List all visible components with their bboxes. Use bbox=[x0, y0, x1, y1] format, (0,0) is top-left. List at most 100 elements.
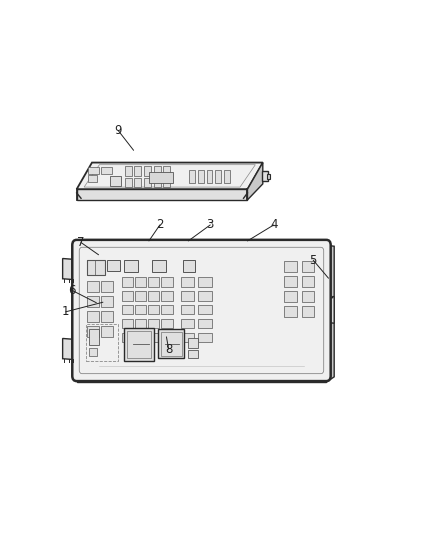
Polygon shape bbox=[247, 163, 263, 200]
Bar bbox=[122, 305, 133, 314]
Bar bbox=[158, 329, 184, 358]
Polygon shape bbox=[63, 259, 77, 280]
Bar bbox=[215, 170, 221, 183]
Bar bbox=[161, 277, 173, 287]
Bar bbox=[148, 333, 159, 342]
Bar bbox=[267, 174, 270, 179]
Text: 3: 3 bbox=[207, 219, 214, 231]
Bar bbox=[88, 175, 97, 182]
Text: 8: 8 bbox=[165, 343, 172, 356]
Bar bbox=[101, 326, 113, 337]
Bar bbox=[163, 178, 170, 187]
Bar bbox=[110, 176, 121, 186]
Bar bbox=[161, 305, 173, 314]
Bar bbox=[122, 277, 133, 287]
Bar bbox=[284, 306, 297, 317]
Bar bbox=[154, 166, 161, 176]
Bar bbox=[284, 276, 297, 287]
Bar bbox=[127, 331, 151, 358]
Bar bbox=[224, 170, 230, 183]
Bar bbox=[148, 319, 159, 328]
Bar bbox=[181, 305, 194, 314]
Bar bbox=[125, 178, 132, 187]
Bar bbox=[101, 281, 113, 292]
Bar bbox=[135, 305, 146, 314]
Bar bbox=[163, 166, 170, 176]
Bar bbox=[87, 260, 105, 275]
Text: 4: 4 bbox=[270, 219, 278, 231]
Bar bbox=[181, 277, 194, 287]
Text: 1: 1 bbox=[62, 305, 70, 318]
Text: 5: 5 bbox=[310, 254, 317, 266]
Bar bbox=[183, 260, 195, 272]
Bar bbox=[198, 305, 212, 314]
Bar bbox=[161, 333, 173, 342]
Bar bbox=[189, 170, 195, 183]
Polygon shape bbox=[262, 171, 268, 181]
Bar bbox=[87, 260, 95, 275]
Bar bbox=[188, 338, 198, 348]
Polygon shape bbox=[326, 245, 334, 382]
Bar bbox=[87, 326, 99, 337]
Bar bbox=[302, 291, 314, 302]
Bar bbox=[181, 319, 194, 328]
Bar bbox=[161, 291, 173, 301]
Bar bbox=[198, 333, 212, 342]
FancyBboxPatch shape bbox=[72, 240, 331, 381]
Bar bbox=[154, 178, 161, 187]
Bar bbox=[122, 319, 133, 328]
Bar bbox=[148, 291, 159, 301]
Bar bbox=[134, 166, 141, 176]
Bar bbox=[198, 291, 212, 301]
Bar bbox=[86, 324, 118, 361]
Bar bbox=[135, 319, 146, 328]
Bar bbox=[198, 277, 212, 287]
Bar bbox=[144, 178, 151, 187]
Polygon shape bbox=[77, 189, 247, 200]
Bar bbox=[87, 281, 99, 292]
Text: 2: 2 bbox=[156, 219, 164, 231]
Bar bbox=[198, 319, 212, 328]
Bar bbox=[101, 167, 112, 174]
Bar bbox=[124, 260, 138, 272]
Bar bbox=[198, 170, 204, 183]
Bar bbox=[107, 260, 120, 271]
Bar bbox=[161, 332, 182, 356]
Bar bbox=[124, 328, 154, 361]
Bar bbox=[207, 170, 212, 183]
Text: 9: 9 bbox=[114, 124, 122, 137]
Bar bbox=[161, 319, 173, 328]
Bar bbox=[135, 291, 146, 301]
Bar bbox=[188, 350, 198, 358]
Polygon shape bbox=[63, 338, 77, 360]
Bar bbox=[152, 260, 166, 272]
Polygon shape bbox=[77, 163, 263, 189]
Bar bbox=[149, 172, 173, 183]
Bar bbox=[302, 306, 314, 317]
Polygon shape bbox=[326, 296, 334, 323]
Bar bbox=[87, 311, 99, 322]
Bar bbox=[302, 261, 314, 272]
Text: 7: 7 bbox=[77, 236, 85, 249]
Bar bbox=[148, 305, 159, 314]
Bar bbox=[134, 178, 141, 187]
Bar bbox=[284, 291, 297, 302]
Bar bbox=[181, 291, 194, 301]
Bar bbox=[89, 348, 97, 356]
Bar bbox=[284, 261, 297, 272]
Bar bbox=[125, 166, 132, 176]
Bar bbox=[89, 329, 99, 345]
Text: 6: 6 bbox=[68, 284, 76, 297]
Bar bbox=[135, 333, 146, 342]
Polygon shape bbox=[77, 376, 326, 382]
Bar bbox=[87, 296, 99, 307]
Bar bbox=[122, 291, 133, 301]
Bar bbox=[144, 166, 151, 176]
Bar bbox=[148, 277, 159, 287]
Bar bbox=[101, 311, 113, 322]
Bar bbox=[135, 277, 146, 287]
Bar bbox=[181, 333, 194, 342]
Bar bbox=[88, 167, 99, 174]
Bar bbox=[122, 333, 133, 342]
Bar bbox=[101, 296, 113, 307]
